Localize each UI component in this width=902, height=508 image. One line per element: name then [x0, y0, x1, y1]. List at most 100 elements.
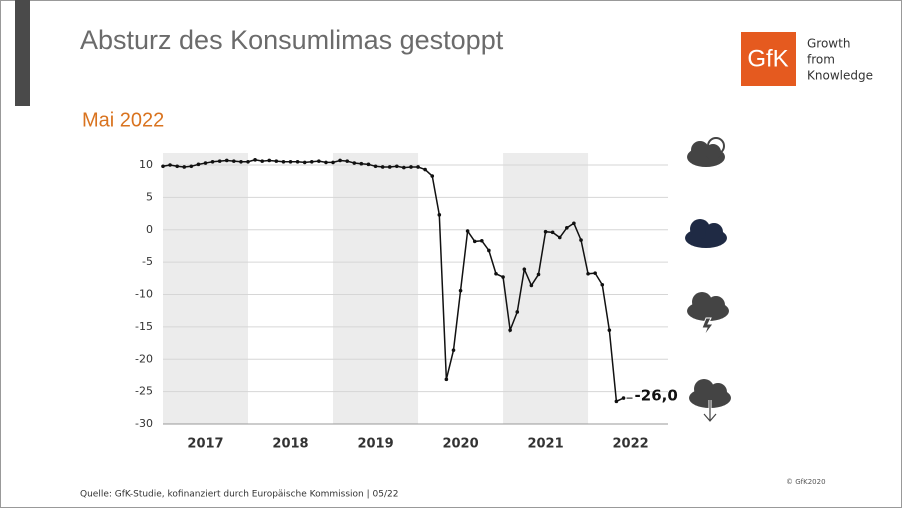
point [621, 396, 626, 400]
point [423, 167, 427, 172]
point [494, 271, 498, 276]
point [402, 165, 406, 170]
point [196, 162, 201, 167]
point [224, 158, 229, 163]
logo-box [741, 32, 796, 86]
point [387, 165, 392, 169]
y-tick-label: -20 [135, 352, 153, 365]
point [593, 271, 597, 275]
point [189, 164, 194, 169]
point [536, 272, 541, 277]
point [444, 377, 449, 382]
point [550, 230, 555, 235]
point [600, 282, 605, 287]
point [317, 159, 321, 163]
copyright: © GfK2020 [786, 478, 826, 486]
y-tick-label: 10 [139, 158, 153, 171]
tagline: Growth [807, 37, 850, 51]
point [345, 159, 350, 163]
y-tick-label: -10 [135, 288, 153, 301]
x-tick-label: 2021 [527, 437, 563, 452]
point [232, 159, 236, 163]
point [614, 399, 619, 404]
point [260, 159, 265, 163]
point [295, 159, 300, 164]
icon-cloud [685, 219, 727, 248]
value-label: -26,0 [635, 387, 678, 405]
point [331, 160, 335, 165]
point [508, 328, 512, 332]
point [557, 235, 562, 240]
point [168, 163, 172, 167]
logo: GfK [747, 45, 788, 72]
y-tick-label: 5 [146, 190, 153, 203]
point [487, 248, 491, 253]
point [430, 174, 435, 178]
point [175, 164, 179, 169]
point [565, 226, 569, 230]
point [203, 161, 208, 165]
point [210, 159, 215, 164]
title: Absturz des Konsumlimas gestoppt [80, 25, 504, 55]
point [394, 164, 399, 169]
point [246, 159, 250, 164]
point [586, 271, 590, 276]
tagline: from [807, 53, 835, 67]
y-tick-label: -5 [142, 255, 153, 268]
point [529, 283, 534, 288]
point [579, 238, 583, 242]
icon-storm [687, 292, 729, 337]
point [338, 158, 342, 163]
x-tick-label: 2020 [442, 437, 478, 452]
point [366, 162, 371, 167]
point [409, 165, 413, 169]
point [515, 310, 520, 314]
y-tick-label: 0 [146, 223, 153, 236]
point [161, 164, 165, 169]
point [359, 161, 364, 166]
x-tick-label: 2017 [187, 437, 223, 452]
point [182, 165, 187, 169]
point [380, 165, 385, 169]
y-tick-label: -15 [135, 320, 153, 333]
point [451, 348, 456, 352]
point [302, 160, 307, 165]
point [416, 165, 420, 169]
point [458, 288, 463, 293]
point [288, 159, 293, 164]
x-tick-label: 2022 [612, 437, 648, 452]
y-tick-label: -30 [135, 417, 153, 430]
point [281, 159, 286, 164]
point [465, 229, 470, 233]
point [217, 159, 222, 163]
icon-sun-cloud [687, 137, 725, 167]
point [480, 238, 484, 243]
x-tick-label: 2019 [357, 437, 393, 452]
point [324, 160, 328, 165]
point [352, 161, 357, 165]
accent-bar [15, 0, 30, 106]
year-band [163, 153, 249, 424]
plot: 10 5 0 -5 -10 -15 -20 -25 -30 2017 2018 2019 2020 202… [135, 153, 678, 452]
point [522, 267, 527, 272]
point [501, 275, 505, 279]
point [253, 158, 257, 162]
point [607, 328, 612, 332]
point [572, 221, 576, 226]
icon-storm-down [689, 379, 731, 424]
year-band [503, 153, 589, 424]
point [309, 159, 314, 164]
point [239, 159, 243, 164]
point [472, 239, 477, 244]
y-tick-label: -25 [135, 385, 153, 398]
x-tick-label: 2018 [272, 437, 308, 452]
tagline: Knowledge [807, 69, 873, 83]
point [373, 164, 378, 169]
source: Quelle: GfK-Studie, kofinanziert durch E… [80, 490, 398, 500]
year-band [333, 153, 419, 424]
point [274, 159, 279, 163]
point [437, 213, 442, 217]
subtitle: Mai 2022 [82, 109, 164, 131]
point [543, 229, 548, 234]
